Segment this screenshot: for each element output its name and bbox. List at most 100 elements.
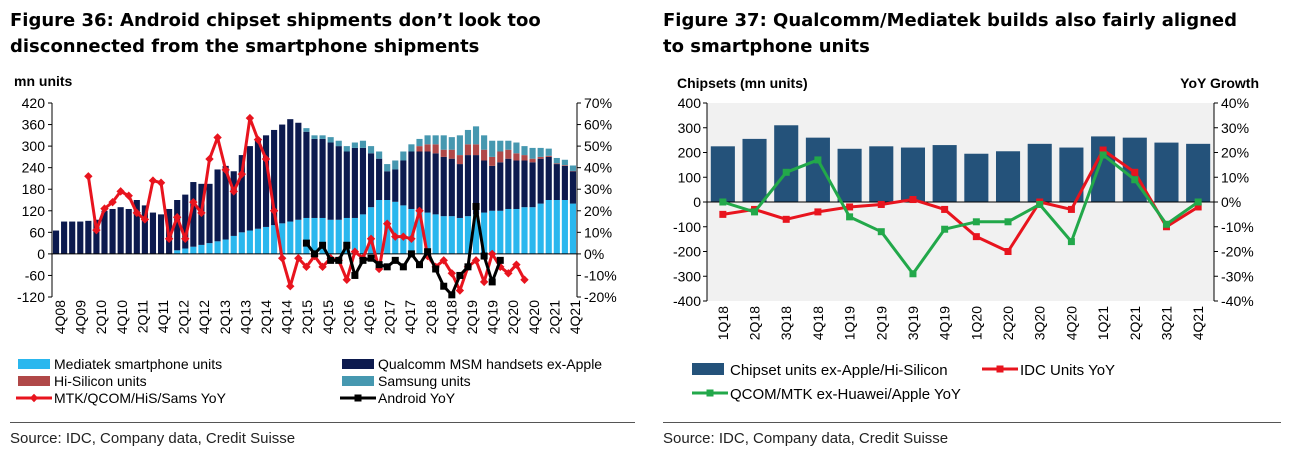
series-0-point-35 [366, 234, 376, 243]
series-0-point-12 [181, 234, 190, 243]
bar-1-54 [489, 165, 496, 211]
bar-0-52 [472, 214, 480, 254]
series-0-point-3 [814, 208, 822, 216]
y-left-tick-label-3: 100 [678, 169, 702, 185]
series-0-point-49 [479, 277, 489, 287]
series-0-point-7 [140, 215, 150, 224]
series-1-point-3 [327, 256, 335, 264]
series-1-point-13 [407, 250, 415, 258]
series-0-point-2 [100, 204, 109, 213]
y-right-tick-label-7: -30% [1221, 268, 1254, 284]
series-1-point-1 [311, 250, 318, 258]
series-1-point-17 [440, 282, 448, 290]
bar-0-48 [440, 216, 447, 254]
bar-1 [742, 138, 767, 202]
bar-1-37 [351, 147, 358, 218]
bar-1-30 [295, 122, 302, 220]
bar-0-57 [513, 208, 520, 254]
series-1-point-7 [941, 225, 949, 233]
legend-label-2: QCOM/MTK ex-Huawei/Apple YoY [730, 386, 961, 403]
series-1-point-14 [416, 261, 423, 269]
bar-0-51 [464, 216, 472, 254]
bar-1-8 [117, 207, 124, 254]
bar-3-38 [359, 140, 367, 148]
series-1-point-6 [909, 270, 917, 278]
series-1-point-0 [719, 198, 727, 206]
bar-1-46 [424, 151, 431, 213]
figure-37-title: Figure 37: Qualcomm/Mediatek builds also… [663, 10, 1237, 57]
figure-36-source: Source: IDC, Company data, Credit Suisse [10, 430, 296, 447]
series-1-point-3 [814, 156, 822, 164]
legend-marker-5 [354, 394, 362, 402]
bar-0-25 [254, 228, 262, 254]
series-0-point-38 [391, 232, 400, 241]
series-1-point-23 [488, 278, 496, 286]
bar-1-15 [174, 200, 181, 251]
bar-1-55 [497, 162, 504, 211]
bar-2-51 [464, 144, 472, 156]
bar-1-60 [537, 158, 544, 204]
x-tick-label-13: 4Q15 [320, 300, 336, 334]
series-0-point-24 [277, 254, 287, 263]
y-right-tick-label-5: -10% [1221, 219, 1254, 235]
series-0-point-50 [487, 249, 497, 259]
y-left-tick-label-6: 60 [29, 224, 45, 240]
series-0-point-12 [1099, 146, 1107, 154]
y-right-tick-label-2: 20% [1221, 145, 1249, 161]
bar-3-40 [376, 151, 383, 159]
bar-0-61 [545, 200, 552, 254]
bar-0-19 [206, 243, 213, 254]
bar-0-38 [359, 214, 367, 254]
y-right-tick-label-4: 30% [584, 181, 612, 197]
bar-0-47 [432, 214, 439, 254]
series-0-point-8 [972, 233, 980, 241]
x-tick-label-5: 4Q11 [155, 300, 171, 333]
series-1-point-13 [1131, 176, 1139, 184]
bar-3-52 [472, 126, 480, 145]
bar-3-41 [384, 164, 391, 172]
bar-4 [837, 148, 862, 202]
bar-2-48 [440, 149, 447, 157]
bar-0-15 [174, 250, 181, 254]
figure-37-source: Source: IDC, Company data, Credit Suisse [663, 430, 949, 447]
bar-1-21 [222, 165, 229, 240]
bar-1-42 [392, 169, 399, 202]
y-right-tick-label-3: 40% [584, 160, 612, 176]
series-0-point-9 [1004, 248, 1012, 255]
bar-0-18 [198, 244, 205, 254]
legend-marker-2 [706, 389, 714, 397]
y-left-tick-label-2: 300 [22, 138, 46, 154]
y-right-tick-label-0: 70% [584, 95, 612, 111]
bar-1-0 [52, 230, 60, 254]
bar-2-49 [448, 149, 455, 159]
x-tick-label-18: 2Q18 [423, 300, 439, 334]
x-tick-label-1: 2Q18 [747, 306, 763, 340]
bar-3-64 [569, 165, 577, 171]
bar-2-55 [497, 151, 504, 163]
bar-1-2 [69, 221, 76, 254]
bar-2 [774, 125, 799, 202]
series-1-point-9 [1004, 218, 1012, 226]
series-1-point-5 [343, 241, 351, 249]
legend-label-0: Chipset units ex-Apple/Hi-Silicon [730, 362, 948, 379]
series-1-point-19 [456, 271, 464, 279]
x-tick-label-10: 2Q14 [258, 300, 274, 334]
legend-label-1: IDC Units YoY [1020, 362, 1115, 379]
bar-9 [995, 151, 1021, 202]
y-right-tick-label-7: 0% [584, 246, 604, 262]
x-tick-label-13: 2Q21 [1127, 306, 1143, 340]
y-left-tick-label-5: -100 [673, 219, 701, 235]
bar-1-13 [157, 214, 165, 254]
bar-3-44 [408, 144, 415, 152]
bar-1-32 [311, 138, 318, 218]
bar-2-47 [432, 144, 439, 154]
bar-3-42 [392, 160, 399, 170]
bar-1-16 [182, 194, 189, 249]
y-left-tick-label-1: 360 [22, 117, 46, 133]
series-1-point-6 [351, 271, 359, 279]
bar-1-23 [238, 155, 245, 233]
series-0-point-11 [1067, 205, 1075, 213]
bar-1-31 [303, 131, 310, 218]
x-tick-label-24: 2Q21 [546, 300, 562, 334]
bar-3-45 [416, 138, 423, 147]
